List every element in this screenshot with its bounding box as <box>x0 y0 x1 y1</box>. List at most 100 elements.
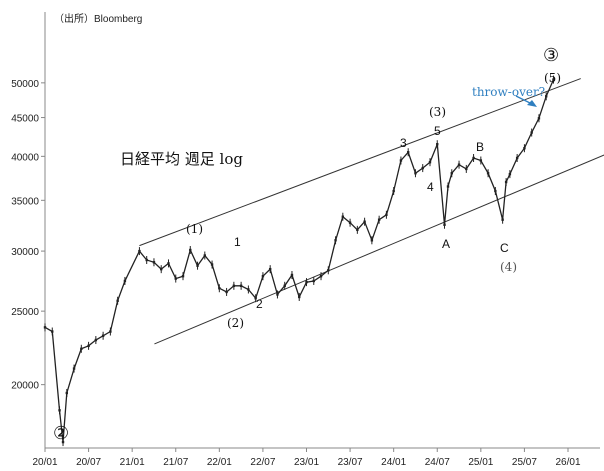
price-point <box>218 287 221 290</box>
price-point <box>87 344 90 348</box>
price-point <box>196 264 199 267</box>
price-point <box>189 248 192 252</box>
wave-paren-4-label: (4) <box>500 260 517 274</box>
x-tick-label: 23/01 <box>294 457 319 468</box>
x-tick-label: 20/01 <box>32 457 57 468</box>
wave-1-label: 1 <box>234 235 241 249</box>
throwover-label: throw-over? <box>472 85 545 99</box>
x-tick-label: 21/01 <box>120 457 145 468</box>
price-point <box>61 440 65 444</box>
price-point <box>436 143 439 146</box>
price-point <box>43 326 47 329</box>
price-point <box>181 274 185 278</box>
price-point <box>545 95 548 98</box>
x-tick-label: 22/01 <box>207 457 232 468</box>
wave-4-label: 4 <box>427 180 434 194</box>
price-point <box>450 172 453 175</box>
price-point <box>508 172 512 176</box>
price-point <box>174 277 177 280</box>
price-point <box>283 284 286 287</box>
price-point <box>152 261 156 264</box>
price-point <box>479 159 483 162</box>
price-point <box>501 218 504 221</box>
price-point <box>101 334 105 337</box>
price-point <box>446 185 450 188</box>
price-point <box>472 156 475 160</box>
price-point <box>232 284 236 287</box>
throwover-arrowhead <box>527 100 537 107</box>
wave-c-label: C <box>500 241 509 255</box>
y-tick-label: 25000 <box>11 307 39 318</box>
price-point <box>225 290 228 294</box>
price-point <box>203 254 207 257</box>
price-point <box>465 167 468 171</box>
price-point <box>109 330 112 333</box>
price-point <box>80 347 83 350</box>
price-point <box>247 288 250 291</box>
source-label: （出所）Bloomberg <box>54 12 142 25</box>
x-tick-label: 22/07 <box>250 457 275 468</box>
wave-5-label: 5 <box>434 124 441 138</box>
price-point <box>399 159 403 162</box>
wave-paren-1-label: (1) <box>186 222 203 236</box>
price-point <box>305 280 308 284</box>
throwover-arrow <box>515 95 533 105</box>
y-tick-label: 50000 <box>11 79 39 90</box>
price-point <box>356 228 359 232</box>
price-point <box>138 249 141 253</box>
price-point <box>116 299 119 302</box>
price-point <box>552 78 555 81</box>
price-point <box>334 239 337 242</box>
wave-paren-5-label: (5) <box>544 71 561 85</box>
channel-lower-line <box>154 154 604 345</box>
y-tick-label: 35000 <box>11 196 39 207</box>
price-point <box>254 297 257 300</box>
x-tick-label: 26/01 <box>555 457 580 468</box>
chart-title: 日経平均 週足 log <box>120 150 243 168</box>
nikkei-price-line <box>44 79 555 443</box>
price-point <box>348 221 352 224</box>
price-point <box>385 213 388 216</box>
y-tick-label: 45000 <box>11 114 39 125</box>
y-tick-label: 30000 <box>11 247 39 258</box>
wave-big-3-label: ③ <box>543 45 559 66</box>
price-point <box>370 239 374 242</box>
x-tick-label: 25/07 <box>512 457 537 468</box>
y-tick-label: 20000 <box>11 381 39 392</box>
price-point <box>167 262 170 265</box>
price-point <box>94 338 98 342</box>
price-point <box>65 391 68 395</box>
x-tick-label: 21/07 <box>163 457 188 468</box>
price-point <box>51 330 54 333</box>
price-point <box>210 263 214 266</box>
price-point <box>504 180 508 184</box>
price-point <box>392 189 395 193</box>
price-point <box>530 131 533 134</box>
price-point <box>160 267 163 271</box>
price-point <box>457 163 461 166</box>
price-point <box>443 223 446 226</box>
price-point <box>268 267 272 271</box>
x-tick-label: 24/07 <box>425 457 450 468</box>
wave-a-label: A <box>442 237 450 251</box>
price-point <box>261 274 265 278</box>
price-point <box>486 172 490 175</box>
wave-3-label: 3 <box>400 136 407 150</box>
price-point <box>523 147 526 150</box>
wave-2-label: 2 <box>256 297 263 311</box>
price-point <box>414 172 417 175</box>
wave-paren-3-label: (3) <box>429 105 446 119</box>
x-tick-label: 20/07 <box>76 457 101 468</box>
price-point <box>428 160 432 164</box>
price-point <box>312 279 315 283</box>
price-point <box>58 409 61 412</box>
price-point <box>290 273 294 277</box>
price-point <box>319 274 323 278</box>
price-point <box>123 279 127 283</box>
price-point <box>515 156 519 160</box>
price-point <box>341 215 345 218</box>
y-tick-label: 40000 <box>11 152 39 163</box>
wave-paren-2-label: (2) <box>227 316 244 330</box>
